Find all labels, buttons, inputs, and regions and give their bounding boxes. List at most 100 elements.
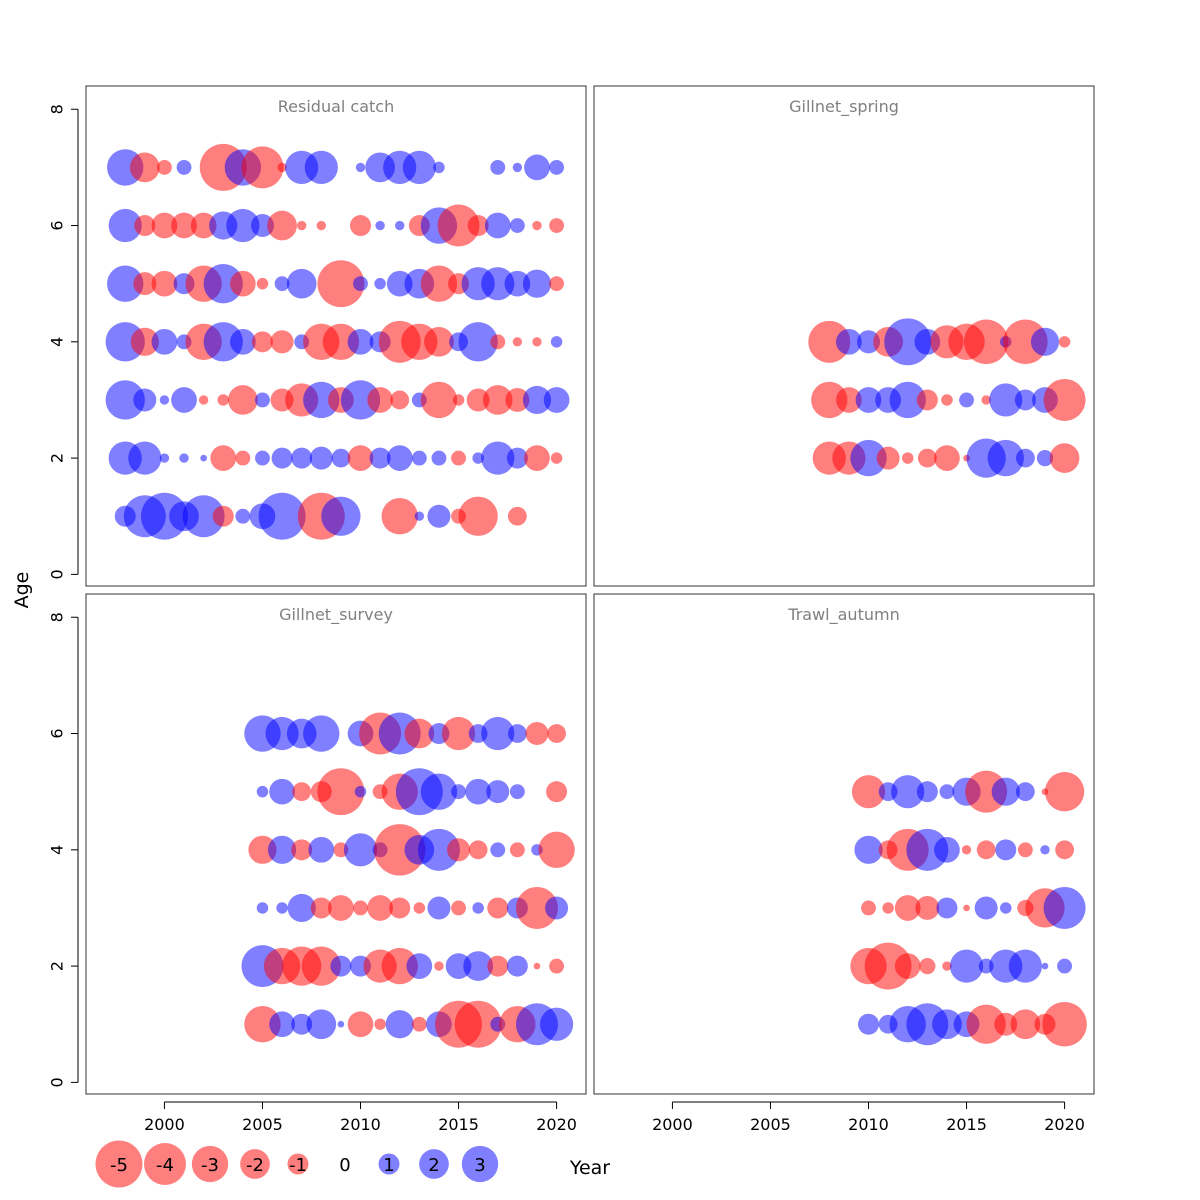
residual-bubble — [1017, 842, 1033, 858]
residual-bubble — [539, 1007, 574, 1041]
residual-bubble — [974, 896, 998, 920]
legend-bubble — [144, 1143, 186, 1185]
residual-bubble — [949, 949, 984, 983]
y-tick-label: 2 — [48, 961, 67, 971]
residual-bubble — [406, 953, 433, 979]
residual-bubble — [451, 900, 466, 916]
residual-bubble — [1040, 845, 1050, 855]
residual-bubble — [157, 159, 172, 175]
residual-bubble — [267, 835, 297, 864]
residual-bubble — [309, 446, 333, 470]
residual-bubble — [989, 383, 1023, 417]
residual-bubble — [434, 961, 444, 971]
residual-bubble — [304, 150, 338, 184]
residual-bubble — [509, 842, 525, 858]
panel-frame — [593, 593, 1095, 1095]
residual-bubble — [836, 387, 862, 413]
residual-bubble — [301, 946, 341, 986]
residual-bubble — [151, 270, 178, 297]
residual-bubble — [296, 220, 307, 231]
residual-bubble — [854, 835, 883, 864]
residual-bubble — [1044, 772, 1085, 812]
residual-bubble — [472, 452, 484, 464]
residual-bubble — [543, 387, 570, 413]
residual-bubble — [481, 716, 515, 751]
residual-bubble — [490, 159, 506, 175]
residual-bubble — [258, 492, 306, 540]
residual-bubble — [413, 902, 426, 914]
residual-bubble — [133, 388, 157, 412]
residual-bubble — [864, 942, 912, 990]
panel-frame — [593, 85, 1095, 587]
y-tick-label: 0 — [48, 569, 67, 579]
residual-bubble — [506, 447, 528, 469]
residual-bubble — [350, 215, 372, 237]
residual-bubble — [525, 722, 549, 746]
residual-bubble — [505, 387, 530, 412]
y-tick-label: 8 — [48, 612, 67, 622]
residual-bubble — [250, 214, 274, 238]
x-tick-label: 2005 — [242, 1115, 283, 1134]
residual-bubble — [353, 276, 368, 292]
legend-bubble — [191, 1145, 229, 1183]
residual-bubble — [454, 1000, 502, 1048]
residual-bubble — [420, 773, 458, 810]
residual-bubble — [212, 505, 234, 527]
residual-bubble — [963, 904, 970, 912]
residual-bubble — [210, 445, 237, 471]
residual-bubble — [381, 947, 418, 985]
residual-bubble — [286, 268, 317, 299]
residual-bubble — [851, 775, 886, 809]
residual-bubble — [424, 326, 454, 357]
residual-bubble — [431, 450, 447, 466]
residual-bubble — [532, 220, 542, 231]
legend-label: 2 — [428, 1155, 439, 1176]
legend-label: -5 — [110, 1155, 128, 1176]
residual-bubble — [228, 385, 258, 415]
y-tick-label: 6 — [48, 728, 67, 738]
residual-bubble — [255, 392, 270, 408]
residual-bubble — [395, 220, 405, 231]
residual-bubble — [507, 724, 527, 743]
residual-bubble — [256, 902, 269, 914]
residual-bubble — [466, 388, 490, 412]
residual-bubble — [270, 330, 294, 354]
residual-bubble — [269, 1011, 295, 1038]
residual-bubble — [452, 394, 465, 406]
residual-bubble — [271, 447, 293, 469]
residual-bubble — [381, 498, 418, 535]
residual-bubble — [303, 381, 340, 419]
residual-bubble — [190, 212, 217, 239]
x-tick-label: 2005 — [750, 1115, 791, 1134]
residual-bubble — [437, 204, 480, 247]
residual-bubble — [917, 448, 937, 468]
panel-title: Gillnet_survey — [279, 605, 393, 625]
residual-bubble — [467, 215, 489, 237]
residual-bubble — [291, 839, 313, 861]
residual-bubble — [1015, 782, 1035, 802]
residual-bubble — [482, 385, 513, 415]
residual-bubble — [882, 902, 894, 914]
residual-bubble — [134, 215, 156, 237]
residual-bubble — [522, 269, 552, 298]
residual-bubble — [130, 327, 159, 356]
residual-bubble — [549, 218, 565, 233]
residual-bubble — [277, 162, 287, 173]
residual-bubble — [550, 452, 563, 464]
residual-bubble — [976, 840, 996, 860]
residual-bubble — [991, 777, 1020, 806]
legend-bubble — [95, 1140, 143, 1188]
residual-bubble — [171, 387, 197, 413]
residual-bubble — [256, 785, 269, 798]
residual-bubble — [414, 511, 425, 521]
residual-bubble — [942, 961, 952, 971]
residual-bubble — [374, 277, 386, 290]
legend-label: 1 — [383, 1155, 394, 1176]
residual-bubble — [987, 439, 1024, 477]
residual-bubble — [310, 897, 332, 919]
residual-bubble — [963, 319, 1009, 365]
residual-bubble — [481, 441, 515, 475]
residual-bubble — [367, 387, 393, 413]
residual-bubble — [906, 828, 949, 871]
residual-bubble — [959, 392, 974, 408]
